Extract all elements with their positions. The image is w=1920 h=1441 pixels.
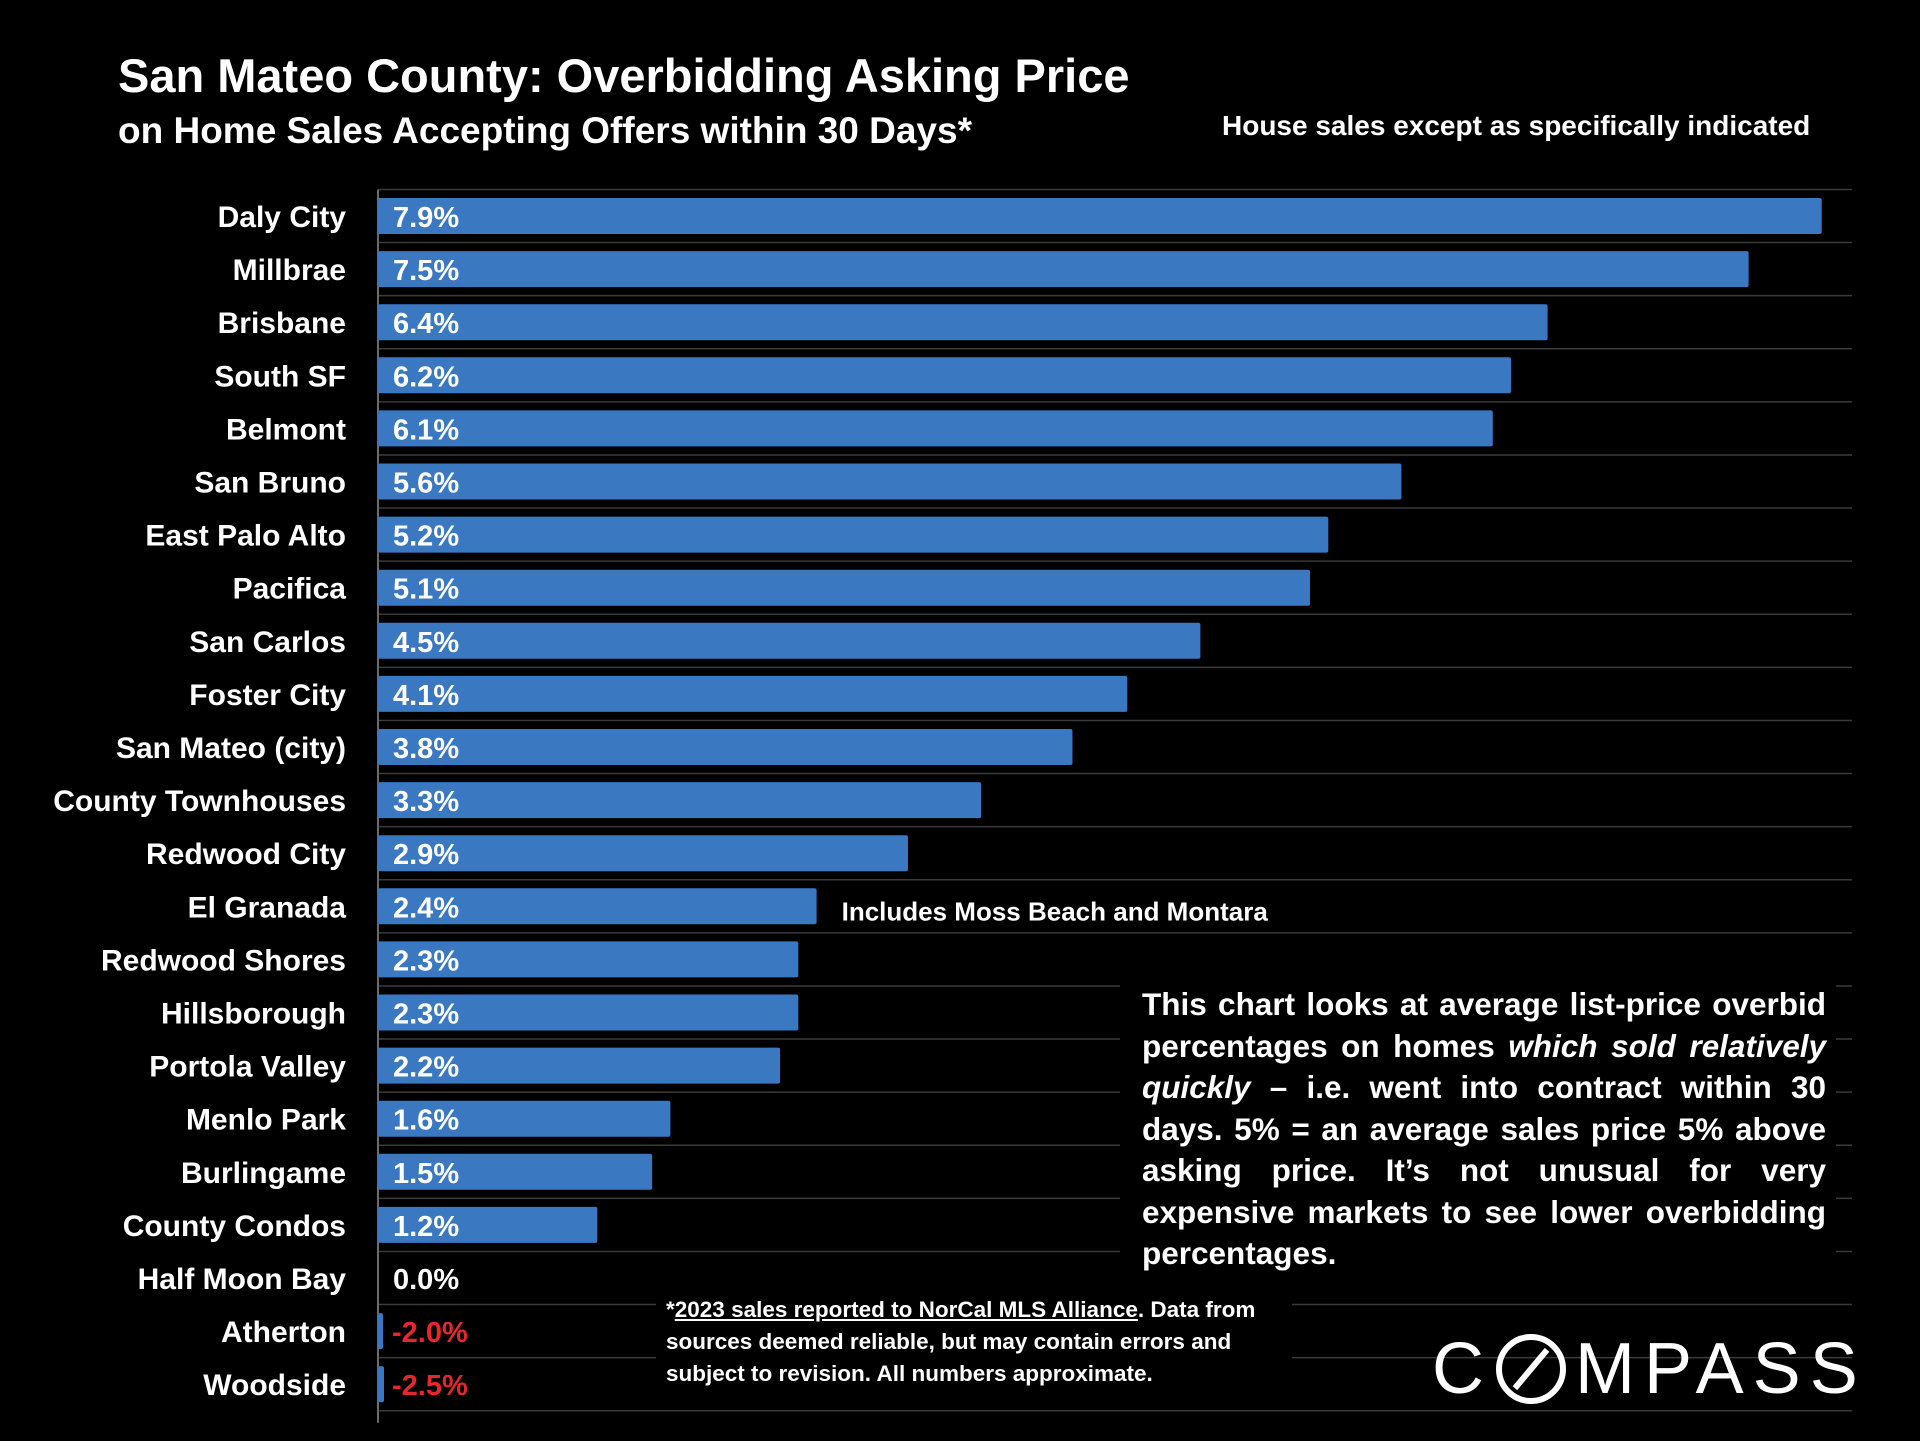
- value-label: 1.2%: [393, 1211, 459, 1243]
- footnote-rest: . Data from sources deemed reliable, but…: [666, 1297, 1256, 1386]
- value-label: 4.5%: [393, 627, 459, 659]
- category-label: Half Moon Bay: [138, 1263, 347, 1296]
- category-label: Daly City: [218, 201, 347, 234]
- category-label: San Bruno: [194, 467, 346, 500]
- explanation-part1: This chart looks at average list-price o…: [1142, 986, 1826, 1064]
- bar: [378, 729, 1073, 765]
- value-label: 6.1%: [393, 414, 459, 446]
- bar: [378, 1153, 653, 1190]
- bar: [378, 622, 1201, 659]
- value-label: 6.2%: [393, 361, 459, 393]
- value-label: 5.1%: [393, 574, 459, 606]
- category-label: Pacifica: [233, 573, 347, 606]
- value-label: 1.5%: [393, 1158, 459, 1190]
- bar: [378, 675, 1128, 712]
- bar: [378, 410, 1493, 447]
- category-label: Redwood Shores: [101, 944, 346, 977]
- bars: [378, 198, 1822, 1403]
- bar: [378, 1100, 671, 1137]
- chart-subtitle: on Home Sales Accepting Offers within 30…: [118, 110, 972, 151]
- value-label: 3.8%: [393, 733, 459, 765]
- bar: [378, 941, 799, 978]
- bar: [378, 357, 1512, 394]
- category-label: Woodside: [203, 1369, 346, 1402]
- value-label: 0.0%: [393, 1264, 459, 1296]
- explanation-note: This chart looks at average list-price o…: [1120, 984, 1836, 1275]
- category-label: County Townhouses: [53, 785, 346, 818]
- bar: [378, 304, 1548, 341]
- logo-o-mark-icon: [1496, 1334, 1566, 1404]
- chart-title: San Mateo County: Overbidding Asking Pri…: [118, 49, 1130, 102]
- compass-logo: C MPASS: [1432, 1328, 1867, 1410]
- category-label: Menlo Park: [186, 1104, 346, 1137]
- bar: [378, 251, 1749, 288]
- category-label: Millbrae: [233, 254, 346, 287]
- value-label: -2.0%: [392, 1317, 468, 1349]
- category-label: Hillsborough: [161, 998, 346, 1031]
- category-label: Portola Valley: [149, 1051, 346, 1084]
- bar: [378, 1366, 384, 1403]
- value-label: 3.3%: [393, 786, 459, 818]
- bar: [378, 835, 908, 872]
- category-label: Redwood City: [146, 838, 346, 871]
- value-label: -2.5%: [392, 1370, 468, 1402]
- bar: [378, 888, 817, 925]
- value-label: 7.5%: [393, 255, 459, 287]
- value-label: 2.9%: [393, 839, 459, 871]
- value-label: 4.1%: [393, 680, 459, 712]
- bar: [378, 516, 1329, 553]
- category-label: County Condos: [123, 1210, 346, 1243]
- category-label: South SF: [214, 360, 346, 393]
- category-label: Belmont: [226, 413, 346, 446]
- value-label: 2.3%: [393, 945, 459, 977]
- value-label: 2.4%: [393, 892, 459, 924]
- category-label: Foster City: [189, 679, 346, 712]
- footnote-source-link: 2023 sales reported to NorCal MLS Allian…: [674, 1297, 1138, 1322]
- category-label: Brisbane: [218, 307, 346, 340]
- explanation-part2: – i.e. went into contract within 30 days…: [1142, 1069, 1826, 1271]
- value-label: 1.6%: [393, 1105, 459, 1137]
- value-label: 6.4%: [393, 308, 459, 340]
- logo-text-left: C: [1432, 1329, 1493, 1409]
- footnote-star: *: [666, 1297, 675, 1322]
- value-label: 2.3%: [393, 999, 459, 1031]
- bar: [378, 463, 1402, 500]
- source-footnote: *2023 sales reported to NorCal MLS Allia…: [656, 1294, 1292, 1390]
- bar: [378, 569, 1311, 606]
- bar: [378, 782, 982, 819]
- category-label: Atherton: [221, 1316, 346, 1349]
- category-label: El Granada: [188, 891, 347, 924]
- bar: [378, 994, 799, 1031]
- logo-text-right: MPASS: [1575, 1329, 1867, 1409]
- value-label: 5.6%: [393, 468, 459, 500]
- category-label: Burlingame: [181, 1157, 346, 1190]
- bar: [378, 1206, 598, 1243]
- labels: Daly City 7.9% Millbrae 7.5% Brisbane 6.4% Sou…: [53, 201, 1268, 1402]
- bar: [378, 1313, 383, 1350]
- bar: [378, 1047, 781, 1084]
- category-label: San Carlos: [189, 626, 346, 659]
- category-label: East Palo Alto: [145, 520, 346, 553]
- value-label: 5.2%: [393, 521, 459, 553]
- bar-annotation: Includes Moss Beach and Montara: [842, 896, 1269, 926]
- category-label: San Mateo (city): [116, 732, 346, 765]
- value-label: 7.9%: [393, 202, 459, 234]
- value-label: 2.2%: [393, 1052, 459, 1084]
- explanation-italic: which sold relatively quickly: [1142, 1027, 1827, 1106]
- chart-note-top: House sales except as specifically indic…: [1222, 110, 1811, 141]
- bar: [378, 198, 1822, 234]
